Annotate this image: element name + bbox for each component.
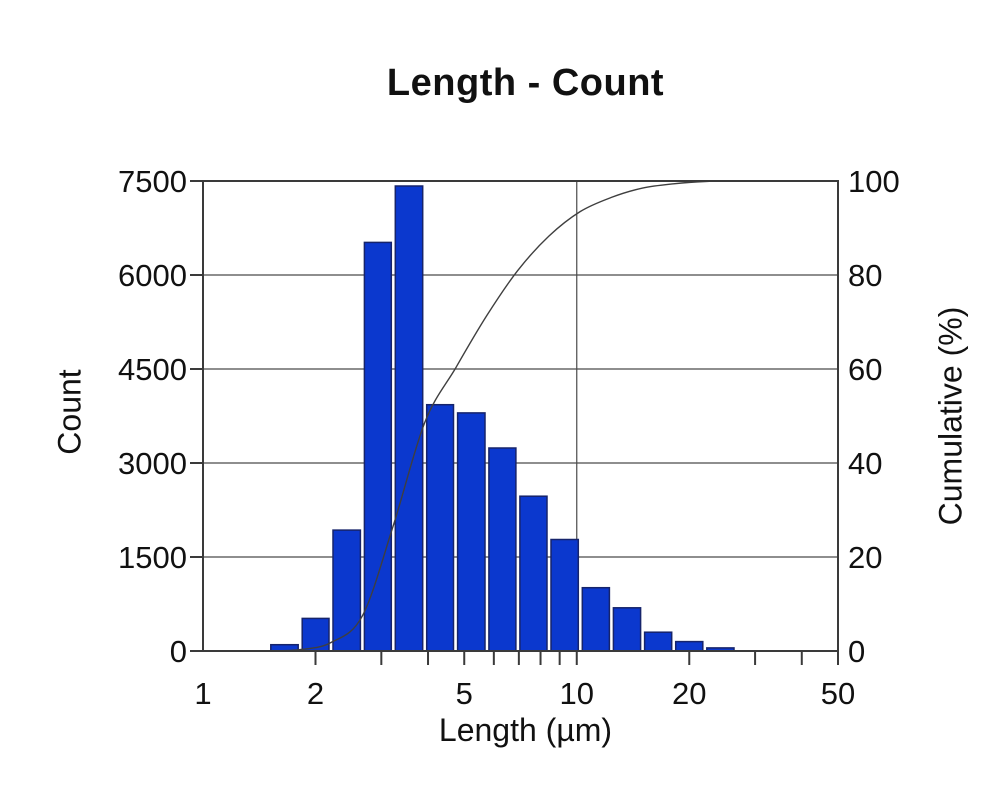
y-left-tick-label: 6000 bbox=[118, 258, 187, 293]
histogram-bar bbox=[425, 403, 455, 652]
x-tick-label: 20 bbox=[672, 676, 706, 711]
histogram-bar bbox=[394, 185, 424, 652]
histogram-bar bbox=[643, 631, 673, 652]
histogram-bar bbox=[519, 495, 548, 652]
histogram-bar bbox=[488, 447, 517, 652]
y-right-tick-label: 80 bbox=[848, 258, 882, 293]
y-right-tick-label: 20 bbox=[848, 540, 882, 575]
histogram-bar bbox=[612, 607, 642, 652]
y-left-tick-label: 7500 bbox=[118, 164, 187, 199]
histogram-bar bbox=[674, 640, 704, 652]
x-tick-label: 2 bbox=[307, 676, 324, 711]
y-right-tick-label: 0 bbox=[848, 634, 865, 669]
plot-border bbox=[202, 180, 839, 652]
y-left-tick-label: 3000 bbox=[118, 446, 187, 481]
histogram-bar bbox=[550, 538, 580, 652]
histogram-bar bbox=[456, 412, 486, 652]
y-left-tick-label: 0 bbox=[170, 634, 187, 669]
histogram-bar bbox=[301, 617, 330, 652]
histogram-bar bbox=[363, 241, 393, 652]
y-right-tick-label: 60 bbox=[848, 352, 882, 387]
x-tick-label: 10 bbox=[560, 676, 594, 711]
x-tick-label: 5 bbox=[456, 676, 473, 711]
x-tick-label: 50 bbox=[821, 676, 855, 711]
y-right-tick-label: 40 bbox=[848, 446, 882, 481]
chart-title: Length - Count bbox=[386, 62, 665, 104]
y-right-tick-label: 100 bbox=[848, 164, 900, 199]
y-left-tick-label: 4500 bbox=[118, 352, 187, 387]
cumulative-curve bbox=[268, 180, 838, 652]
x-tick-label: 1 bbox=[194, 676, 211, 711]
x-axis-label: Length (µm) bbox=[438, 712, 613, 748]
y-left-tick-label: 1500 bbox=[118, 540, 187, 575]
histogram-bar bbox=[332, 529, 362, 652]
histogram-bar bbox=[581, 586, 611, 652]
